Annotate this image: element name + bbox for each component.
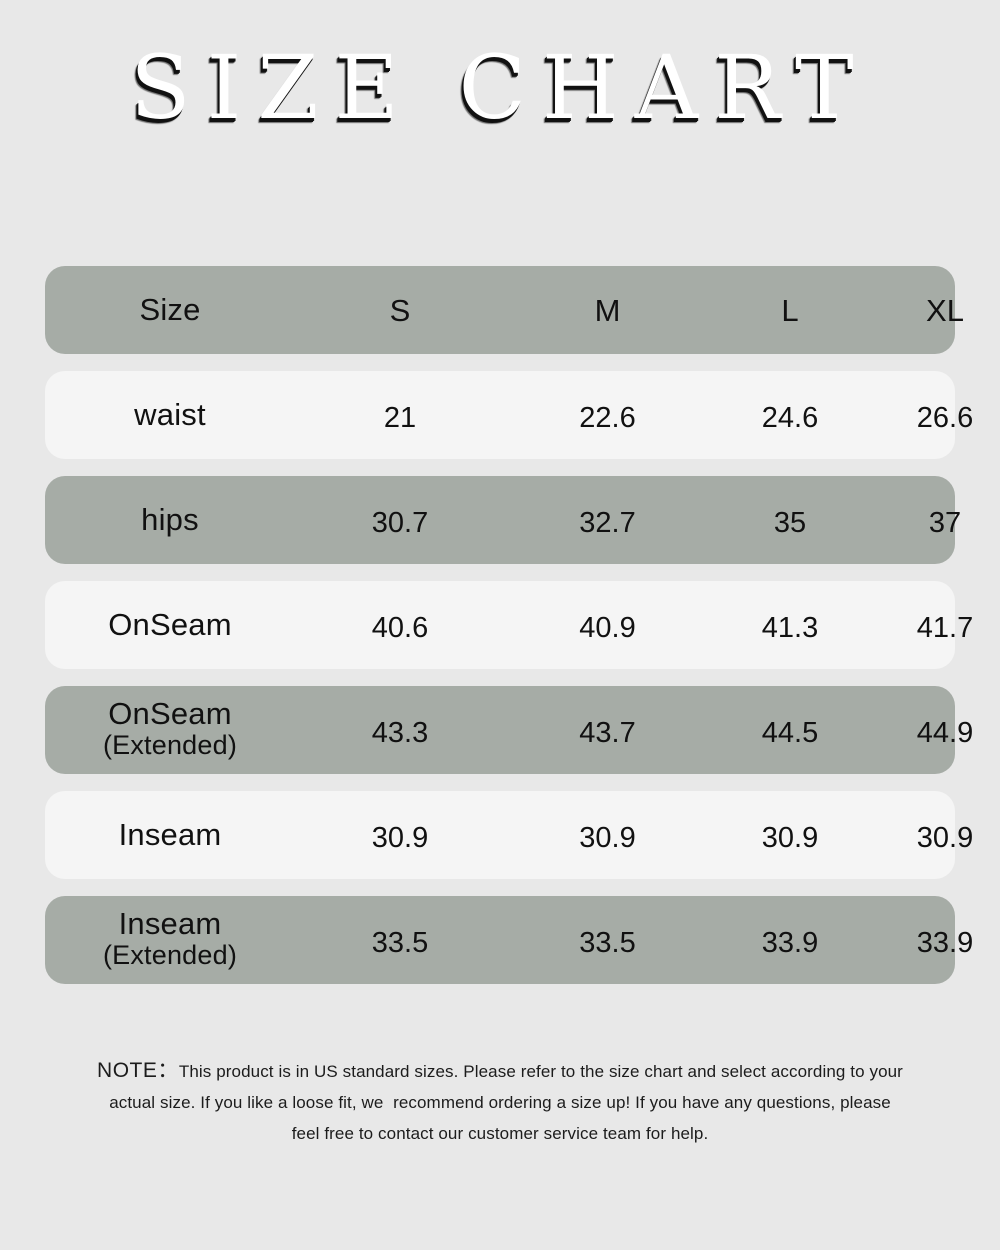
cell-onseam-l: 41.3	[761, 611, 819, 644]
header-cell-size: Size	[45, 291, 295, 327]
cell-inseam-extended-xl: 33.9	[916, 926, 974, 959]
cell-onseam-extended-xl: 44.9	[916, 716, 974, 749]
size-chart-table: Size S M L XL waist 21 22.6 24.6 26.6 hi…	[45, 266, 973, 1001]
row-label-onseam: OnSeam	[45, 606, 295, 642]
cell-onseam-extended-l: 44.5	[761, 716, 819, 749]
table-row-onseam-extended: OnSeam (Extended) 43.3 43.7 44.5 44.9	[45, 686, 973, 774]
cell-hips-l: 35	[773, 506, 807, 539]
cell-inseam-extended-m: 33.5	[579, 926, 636, 959]
row-label-inseam-extended-text: Inseam	[118, 906, 222, 942]
header-cell-m: M	[594, 292, 621, 328]
header-cell-l: L	[781, 292, 799, 328]
cell-hips-xl: 37	[928, 506, 962, 539]
cell-hips-s: 30.7	[371, 506, 429, 539]
table-row-hips: hips 30.7 32.7 35 37	[45, 476, 961, 564]
row-label-waist: waist	[45, 396, 295, 432]
page-title: SIZE CHART	[130, 36, 870, 139]
cell-onseam-xl: 41.7	[916, 611, 974, 644]
cell-waist-l: 24.6	[761, 401, 819, 434]
cell-inseam-extended-l: 33.9	[761, 926, 819, 959]
header-cell-s: S	[389, 292, 411, 328]
header-label-size: Size	[139, 291, 201, 327]
table-row-inseam-extended: Inseam (Extended) 33.5 33.5 33.9 33.9	[45, 896, 973, 984]
note-section: NOTE：This product is in US standard size…	[0, 1055, 1000, 1149]
row-label-onseam-extended-text: OnSeam	[108, 696, 232, 732]
row-label-waist-text: waist	[134, 396, 206, 432]
cell-onseam-extended-m: 43.7	[579, 716, 636, 749]
cell-onseam-s: 40.6	[371, 611, 429, 644]
row-label-inseam-extended: Inseam (Extended)	[45, 908, 295, 972]
table-row-waist: waist 21 22.6 24.6 26.6	[45, 371, 973, 459]
cell-hips-m: 32.7	[579, 506, 636, 539]
table-row-inseam: Inseam 30.9 30.9 30.9 30.9	[45, 791, 973, 879]
cell-waist-m: 22.6	[579, 401, 636, 434]
row-label-inseam-text: Inseam	[118, 816, 222, 852]
row-label-onseam-text: OnSeam	[108, 606, 232, 642]
note-line-2: actual size. If you like a loose fit, we…	[109, 1093, 891, 1112]
note-line-1: NOTE：This product is in US standard size…	[0, 1055, 1000, 1087]
cell-onseam-extended-s: 43.3	[371, 716, 429, 749]
note-line-1-text: This product is in US standard sizes. Pl…	[178, 1062, 903, 1081]
row-label-onseam-extended: OnSeam (Extended)	[45, 698, 295, 762]
cell-waist-s: 21	[383, 401, 417, 434]
cell-inseam-l: 30.9	[761, 821, 819, 854]
note-line-3: feel free to contact our customer servic…	[291, 1124, 709, 1143]
page-title-container: SIZE CHART	[0, 36, 1000, 139]
row-label-hips: hips	[45, 501, 295, 537]
cell-inseam-xl: 30.9	[916, 821, 974, 854]
row-label-hips-text: hips	[141, 501, 199, 537]
cell-inseam-extended-s: 33.5	[371, 926, 429, 959]
cell-inseam-m: 30.9	[579, 821, 636, 854]
note-keyword: NOTE：	[97, 1059, 179, 1082]
row-label-onseam-extended-sub: (Extended)	[102, 729, 238, 760]
table-row-onseam: OnSeam 40.6 40.9 41.3 41.7	[45, 581, 973, 669]
table-header-row: Size S M L XL	[45, 266, 964, 354]
row-label-inseam: Inseam	[45, 816, 295, 852]
cell-inseam-s: 30.9	[371, 821, 429, 854]
header-cell-xl: XL	[926, 292, 964, 328]
cell-onseam-m: 40.9	[579, 611, 636, 644]
row-label-inseam-extended-sub: (Extended)	[102, 939, 238, 970]
cell-waist-xl: 26.6	[916, 401, 974, 434]
